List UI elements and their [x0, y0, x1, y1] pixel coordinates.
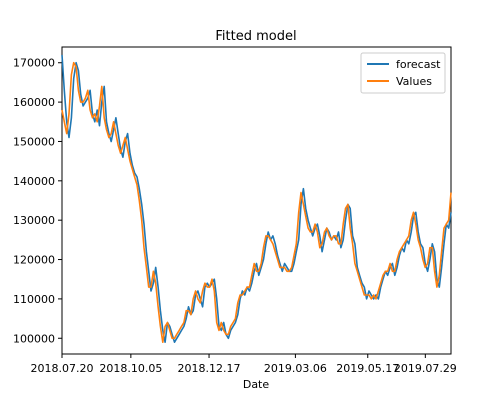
x-axis: 2018.07.20 2018.10.05 2018.12.17 2019.03.06… — [31, 354, 457, 375]
x-tick-label: 2019.07.29 — [394, 362, 457, 375]
y-tick-label: 110000 — [13, 293, 55, 306]
y-tick-label: 130000 — [13, 214, 55, 227]
x-tick-label: 2018.07.20 — [31, 362, 94, 375]
chart-title: Fitted model — [215, 29, 296, 44]
legend-values-label: Values — [396, 75, 432, 88]
x-tick-label: 2019.05.17 — [336, 362, 399, 375]
series-line-forecast — [61, 54, 452, 344]
x-axis-label: Date — [243, 378, 270, 391]
legend: forecast Values — [360, 52, 446, 94]
y-tick-label: 160000 — [13, 96, 55, 109]
x-tick-label: 2019.03.06 — [264, 362, 327, 375]
y-tick-label: 150000 — [13, 135, 55, 148]
plot-area — [61, 46, 452, 355]
y-tick-label: 170000 — [13, 57, 55, 70]
x-tick-label: 2018.10.05 — [99, 362, 162, 375]
series-layer — [61, 54, 452, 344]
y-tick-label: 120000 — [13, 254, 55, 267]
legend-forecast-label: forecast — [396, 58, 441, 71]
y-axis: 100000 110000 120000 130000 140000 150000 1600… — [13, 57, 62, 345]
y-tick-label: 140000 — [13, 175, 55, 188]
x-tick-label: 2018.12.17 — [178, 362, 241, 375]
y-tick-label: 100000 — [13, 332, 55, 345]
series-line-values — [61, 61, 452, 344]
